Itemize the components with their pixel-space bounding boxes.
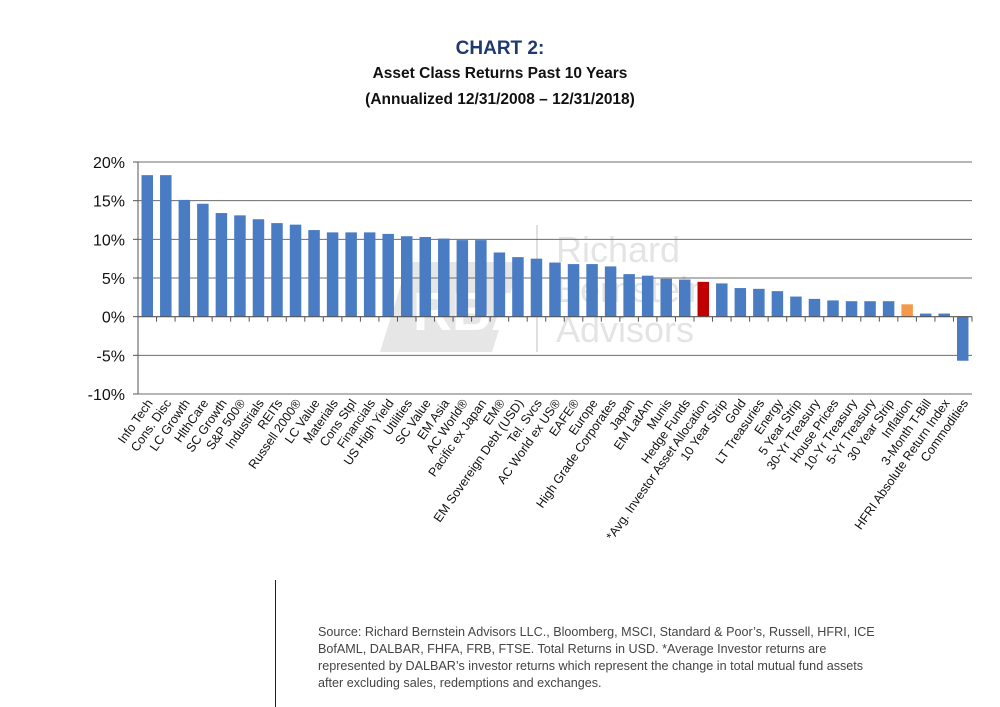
bar: Munis bbox=[660, 278, 672, 317]
bar: Info Tech bbox=[141, 175, 154, 317]
y-tick-label: 0% bbox=[102, 310, 125, 327]
bar: High Grade Corporates bbox=[604, 266, 617, 317]
bar: Pacific ex Japan bbox=[475, 240, 487, 317]
bar: Gold bbox=[734, 288, 747, 317]
bar: SC Growth bbox=[215, 213, 228, 317]
bar: Europe bbox=[586, 264, 598, 317]
bar: Utilities bbox=[400, 236, 413, 317]
bar: Energy bbox=[771, 291, 784, 317]
bar: EM LatAm bbox=[641, 275, 654, 317]
bar: REITs bbox=[271, 223, 283, 317]
bar: AC World® bbox=[456, 240, 469, 317]
y-tick-label: -10% bbox=[88, 387, 125, 404]
bar: HFRI Absolute Return Index bbox=[938, 313, 950, 317]
bar: 10-Yr Treasury bbox=[845, 301, 858, 317]
bar: Industrials bbox=[252, 219, 265, 317]
y-tick-label: 5% bbox=[102, 271, 125, 288]
chart-title: CHART 2: bbox=[455, 38, 545, 59]
bar: AC World ex US® bbox=[549, 262, 561, 317]
bar: LC Growth bbox=[178, 199, 191, 317]
bar: US High Yield bbox=[382, 233, 394, 317]
y-tick-label: 10% bbox=[93, 232, 125, 249]
watermark-text-1: Richard bbox=[556, 229, 680, 270]
bar: Russell 2000® bbox=[289, 224, 302, 317]
y-tick-label: 15% bbox=[93, 194, 125, 211]
bar: Cons Stpl bbox=[345, 232, 357, 317]
chart-date-range: (Annualized 12/31/2008 – 12/31/2018) bbox=[365, 91, 635, 108]
bar: SC Value bbox=[419, 237, 432, 317]
bar: Tel. Svcs bbox=[530, 258, 543, 317]
bar: EM® bbox=[493, 252, 506, 317]
bar: House Prices bbox=[827, 300, 839, 317]
y-tick-label: 20% bbox=[93, 155, 125, 172]
bar: EM Asia bbox=[438, 238, 450, 317]
bar: Hedge Funds bbox=[678, 279, 691, 317]
watermark-mark: RBA bbox=[413, 282, 530, 342]
bar: *Avg. Investor Asset Allocation bbox=[697, 281, 710, 317]
bar: Japan bbox=[623, 274, 635, 317]
chart-subtitle: Asset Class Returns Past 10 Years bbox=[372, 65, 628, 82]
bar: 3-Month T-Bill bbox=[919, 313, 932, 317]
bar: Financials bbox=[363, 232, 376, 317]
bar: Materials bbox=[326, 232, 339, 317]
bar: 5-Yr Treasury bbox=[864, 301, 876, 317]
bars: Info Tech Cons. Disc LC Growth HlthCare SC G… bbox=[141, 175, 969, 361]
bar: Inflation bbox=[901, 304, 913, 317]
divider-line bbox=[275, 580, 276, 707]
bar: LC Value bbox=[308, 230, 320, 317]
bar: S&P 500® bbox=[234, 215, 246, 317]
bar: 5 Year Strip bbox=[790, 296, 802, 317]
bar: EM Sovereign Debt (USD) bbox=[512, 257, 524, 317]
bar: Cons. Disc bbox=[160, 175, 172, 317]
bar: 10 Year Strip bbox=[716, 283, 728, 317]
bar: 30-Yr Treasury bbox=[808, 298, 821, 317]
y-tick-label: -5% bbox=[97, 348, 125, 365]
x-axis bbox=[137, 316, 973, 322]
bar: Commodities bbox=[956, 316, 969, 361]
bar: 30 Year Strip bbox=[882, 301, 895, 317]
source-note: Source: Richard Bernstein Advisors LLC.,… bbox=[318, 625, 875, 690]
y-axis: 20% 15% 10% 5% 0% -5% -10% bbox=[88, 155, 139, 404]
bar: HlthCare bbox=[197, 203, 209, 317]
bar: LT Treasuries bbox=[753, 288, 765, 317]
bar: EAFE® bbox=[567, 264, 580, 317]
